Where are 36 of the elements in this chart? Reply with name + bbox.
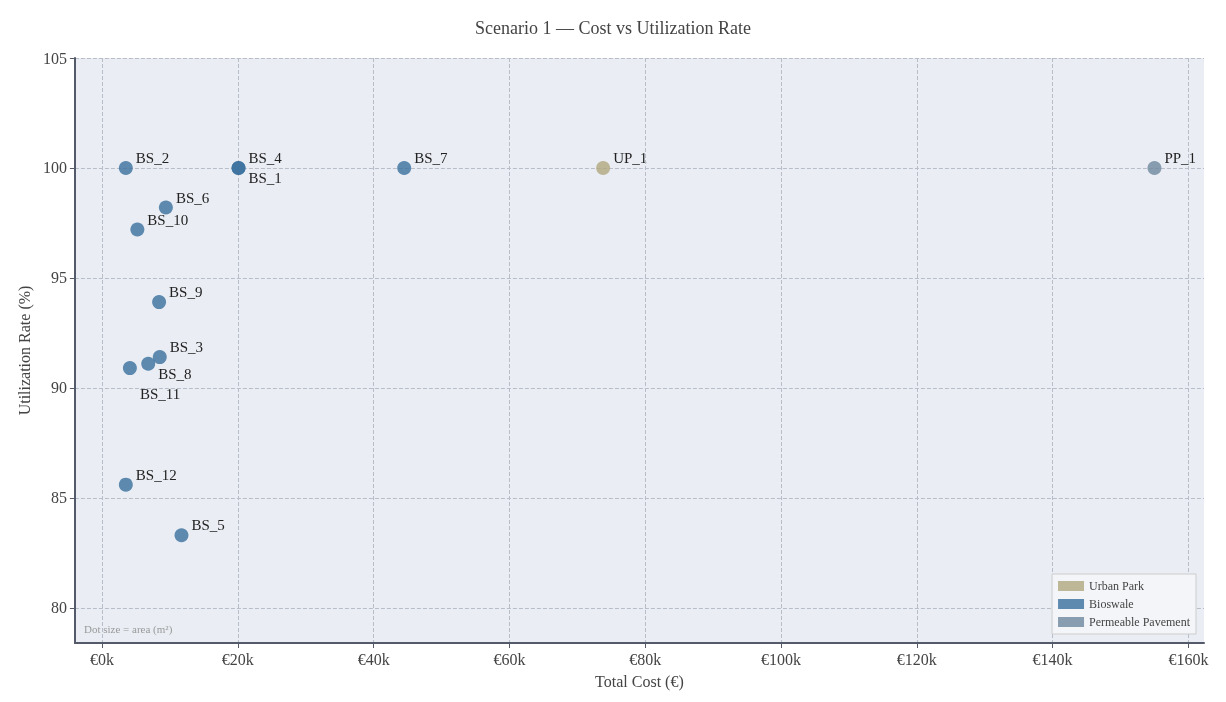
annotation: PP_1: [1164, 149, 1197, 166]
annotation: BS_7: [414, 149, 449, 166]
legend-label: Permeable Pavement: [1089, 615, 1191, 629]
x-tick-label: €0k: [90, 650, 115, 668]
x-tick-label: €160k: [1168, 650, 1209, 668]
annotation: BS_4: [248, 149, 283, 166]
x-tick-label: €80k: [629, 650, 662, 668]
annotation: BS_11: [139, 386, 181, 403]
x-axis-title: Total Cost (€): [595, 672, 684, 691]
annotation: BS_8: [158, 365, 192, 382]
annotation: UP_1: [613, 149, 648, 166]
x-tick-label: €20k: [221, 650, 254, 668]
y-tick-label: 105: [42, 49, 67, 67]
annotation: Dot size = area (m²): [84, 622, 173, 636]
y-axis-title: Utilization Rate (%): [15, 285, 34, 416]
x-tick-label: €40k: [357, 650, 390, 668]
annotation: BS_10: [147, 211, 189, 228]
legend-label: Urban Park: [1089, 579, 1145, 593]
x-tick-label: €120k: [896, 650, 937, 668]
annotation: BS_3: [169, 339, 204, 356]
x-tick-label: €140k: [1032, 650, 1073, 668]
y-tick-label: 95: [50, 269, 67, 287]
annotation: BS_5: [191, 517, 225, 534]
y-tick-label: 80: [50, 599, 67, 617]
y-tick-label: 90: [50, 379, 67, 397]
annotation: BS_12: [135, 466, 177, 483]
chart-title: Scenario 1 — Cost vs Utilization Rate: [475, 18, 751, 38]
legend-label: Bioswale: [1089, 597, 1134, 611]
x-tick-label: €60k: [493, 650, 526, 668]
y-tick-label: 85: [50, 489, 67, 507]
annotation: BS_6: [175, 189, 210, 206]
annotation: BS_2: [135, 149, 170, 166]
annotation: BS_9: [169, 284, 203, 301]
y-tick-label: 100: [42, 159, 67, 177]
x-tick-label: €100k: [761, 650, 802, 668]
annotation: BS_1: [248, 169, 282, 186]
